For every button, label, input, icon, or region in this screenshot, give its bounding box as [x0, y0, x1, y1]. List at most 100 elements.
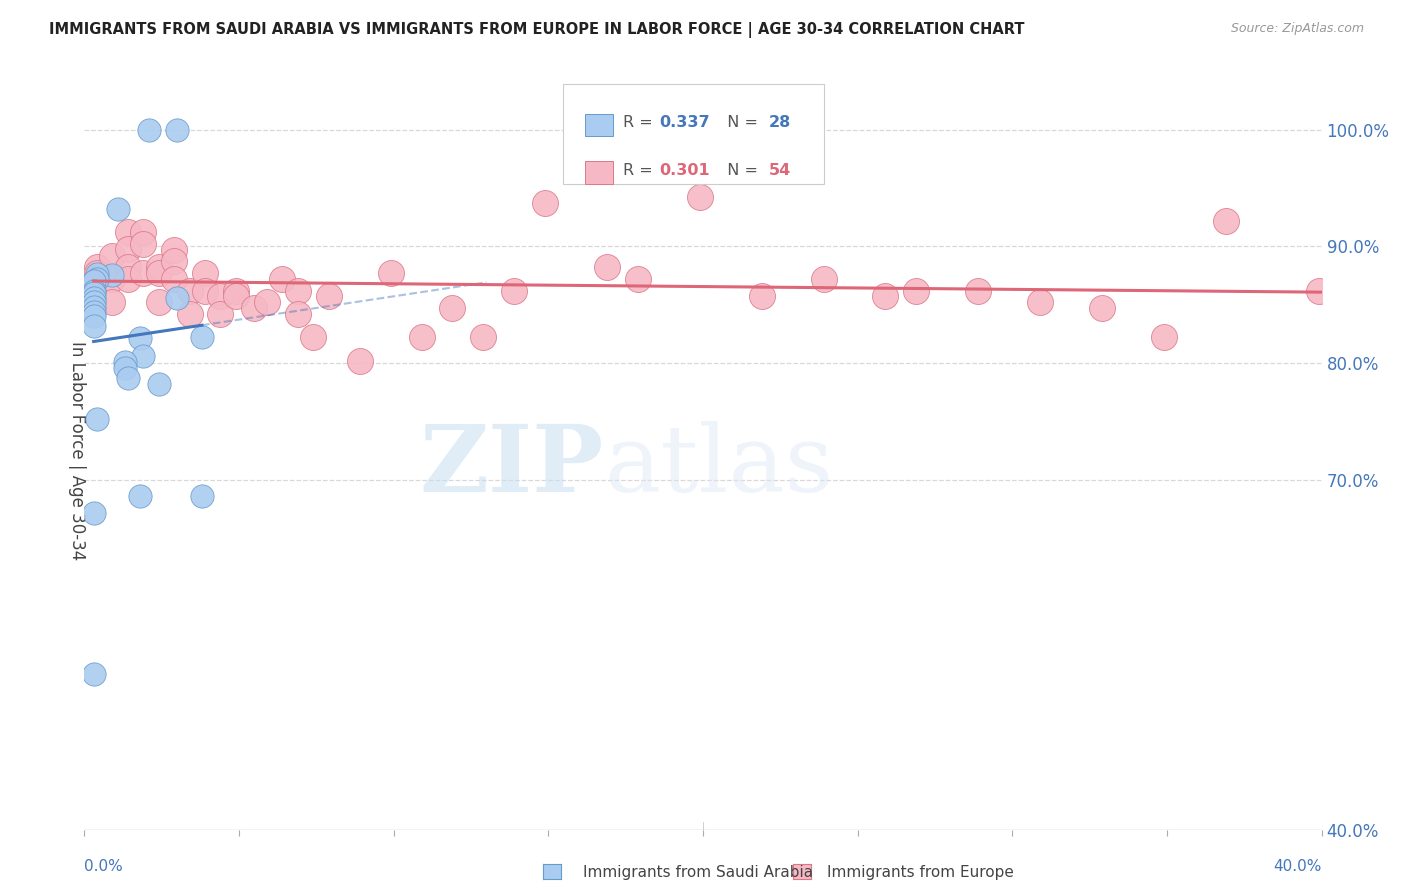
- Point: [101, 272, 124, 286]
- Point: [191, 330, 214, 344]
- Point: [83, 507, 105, 521]
- Text: 54: 54: [769, 163, 790, 178]
- Text: IMMIGRANTS FROM SAUDI ARABIA VS IMMIGRANTS FROM EUROPE IN LABOR FORCE | AGE 30-3: IMMIGRANTS FROM SAUDI ARABIA VS IMMIGRAN…: [49, 22, 1025, 38]
- Point: [148, 295, 170, 310]
- Point: [148, 266, 170, 280]
- Point: [191, 489, 214, 503]
- Point: [209, 307, 232, 321]
- Point: [318, 289, 340, 303]
- Point: [1215, 213, 1237, 227]
- Point: [166, 291, 188, 305]
- Point: [148, 260, 170, 275]
- Point: [751, 289, 773, 303]
- Text: 0.301: 0.301: [659, 163, 710, 178]
- Point: [117, 225, 139, 239]
- Point: [271, 272, 294, 286]
- Point: [132, 237, 155, 252]
- FancyBboxPatch shape: [585, 114, 613, 136]
- FancyBboxPatch shape: [564, 84, 824, 184]
- Point: [101, 249, 124, 263]
- Point: [101, 268, 124, 283]
- Point: [689, 190, 711, 204]
- Point: [225, 289, 247, 303]
- Text: N =: N =: [717, 115, 762, 130]
- Text: N =: N =: [717, 163, 762, 178]
- Point: [380, 266, 402, 280]
- Point: [101, 295, 124, 310]
- Point: [875, 289, 897, 303]
- Text: atlas: atlas: [605, 421, 834, 510]
- Point: [627, 272, 650, 286]
- Point: [194, 284, 217, 298]
- Text: 40.0%: 40.0%: [1274, 859, 1322, 874]
- Point: [86, 412, 108, 426]
- Point: [472, 330, 495, 344]
- Point: [83, 291, 105, 305]
- Point: [905, 284, 928, 298]
- Point: [256, 295, 278, 310]
- Text: R =: R =: [623, 115, 658, 130]
- Text: Immigrants from Europe: Immigrants from Europe: [827, 865, 1014, 880]
- Point: [163, 272, 186, 286]
- Point: [138, 122, 160, 136]
- Point: [86, 272, 108, 286]
- Point: [129, 331, 152, 345]
- Point: [117, 272, 139, 286]
- Point: [287, 284, 309, 298]
- Point: [967, 284, 990, 298]
- Point: [1308, 284, 1330, 298]
- Point: [86, 260, 108, 275]
- Point: [194, 266, 217, 280]
- Point: [813, 272, 835, 286]
- Text: 0.0%: 0.0%: [84, 859, 124, 874]
- Point: [596, 260, 619, 275]
- Point: [117, 260, 139, 275]
- Point: [411, 330, 433, 344]
- Point: [83, 318, 105, 333]
- Point: [86, 266, 108, 280]
- Point: [166, 122, 188, 136]
- Point: [349, 353, 371, 368]
- Point: [83, 285, 105, 300]
- Point: [117, 371, 139, 385]
- Point: [179, 307, 201, 321]
- Point: [534, 196, 557, 211]
- Point: [1091, 301, 1114, 315]
- Point: [209, 289, 232, 303]
- Point: [114, 360, 136, 375]
- Point: [287, 307, 309, 321]
- Point: [117, 242, 139, 256]
- Text: R =: R =: [623, 163, 658, 178]
- Point: [86, 268, 108, 282]
- Text: 28: 28: [769, 115, 790, 130]
- Point: [132, 349, 155, 363]
- Point: [179, 284, 201, 298]
- Point: [441, 301, 464, 315]
- Point: [132, 225, 155, 239]
- Point: [129, 489, 152, 503]
- Point: [107, 202, 129, 216]
- Point: [503, 284, 526, 298]
- Point: [243, 301, 266, 315]
- Point: [148, 376, 170, 391]
- Point: [83, 304, 105, 318]
- Point: [1029, 295, 1052, 310]
- Point: [302, 330, 325, 344]
- Point: [114, 355, 136, 369]
- Point: [163, 254, 186, 268]
- Point: [83, 310, 105, 324]
- Text: Immigrants from Saudi Arabia: Immigrants from Saudi Arabia: [583, 865, 814, 880]
- FancyBboxPatch shape: [585, 161, 613, 184]
- Point: [83, 300, 105, 314]
- Point: [83, 284, 105, 298]
- Point: [83, 667, 105, 681]
- Point: [1153, 330, 1175, 344]
- Point: [225, 284, 247, 298]
- Point: [132, 266, 155, 280]
- Point: [86, 272, 108, 286]
- Y-axis label: In Labor Force | Age 30-34: In Labor Force | Age 30-34: [69, 341, 86, 560]
- Point: [163, 243, 186, 257]
- Text: 0.337: 0.337: [659, 115, 710, 130]
- Text: ZIP: ZIP: [420, 421, 605, 510]
- Point: [83, 295, 105, 310]
